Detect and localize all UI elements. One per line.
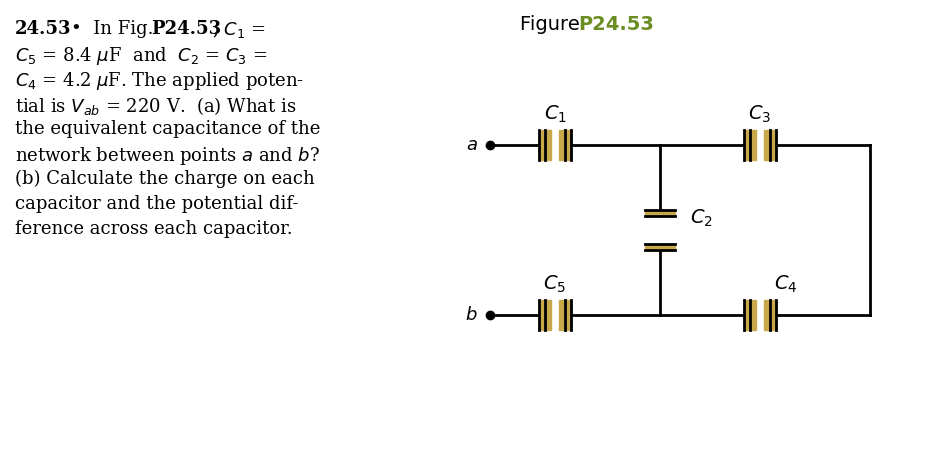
Bar (565, 130, 571, 160)
Text: P24.53: P24.53 (578, 15, 654, 35)
Text: $C_1$: $C_1$ (543, 104, 566, 125)
Bar (545, 300, 551, 330)
Bar (645, 210, 675, 216)
Bar (750, 130, 756, 160)
Bar (770, 300, 776, 330)
Text: $a$: $a$ (466, 136, 478, 154)
Text: $C_2$: $C_2$ (690, 207, 712, 229)
Text: (b) Calculate the charge on each: (b) Calculate the charge on each (15, 170, 314, 188)
Text: , $C_1$ =: , $C_1$ = (212, 20, 265, 40)
Bar (539, 130, 545, 160)
Text: $b$: $b$ (466, 306, 478, 324)
Text: tial is $V_{ab}$ = 220 V.  (a) What is: tial is $V_{ab}$ = 220 V. (a) What is (15, 95, 296, 117)
Text: $C_5$: $C_5$ (543, 274, 566, 295)
Text: network between points $a$ and $b$?: network between points $a$ and $b$? (15, 145, 320, 167)
Text: 24.53: 24.53 (15, 20, 71, 38)
Bar (744, 130, 750, 160)
Bar (764, 300, 770, 330)
Bar (750, 300, 756, 330)
Text: ference across each capacitor.: ference across each capacitor. (15, 220, 293, 238)
Bar (645, 244, 675, 250)
Bar (539, 300, 545, 330)
Text: •  In Fig.: • In Fig. (71, 20, 160, 38)
Bar (559, 300, 565, 330)
Text: Figure: Figure (520, 15, 586, 35)
Text: capacitor and the potential dif-: capacitor and the potential dif- (15, 195, 298, 213)
Text: P24.53: P24.53 (151, 20, 221, 38)
Text: $C_5$ = 8.4 $\mu$F  and  $C_2$ = $C_3$ =: $C_5$ = 8.4 $\mu$F and $C_2$ = $C_3$ = (15, 45, 267, 67)
Bar (565, 300, 571, 330)
Bar (744, 300, 750, 330)
Text: $C_4$ = 4.2 $\mu$F. The applied poten-: $C_4$ = 4.2 $\mu$F. The applied poten- (15, 70, 304, 92)
Text: the equivalent capacitance of the: the equivalent capacitance of the (15, 120, 320, 138)
Bar (559, 130, 565, 160)
Text: $C_3$: $C_3$ (749, 104, 771, 125)
Text: $C_4$: $C_4$ (774, 274, 798, 295)
Bar (764, 130, 770, 160)
Bar (545, 130, 551, 160)
Bar (770, 130, 776, 160)
